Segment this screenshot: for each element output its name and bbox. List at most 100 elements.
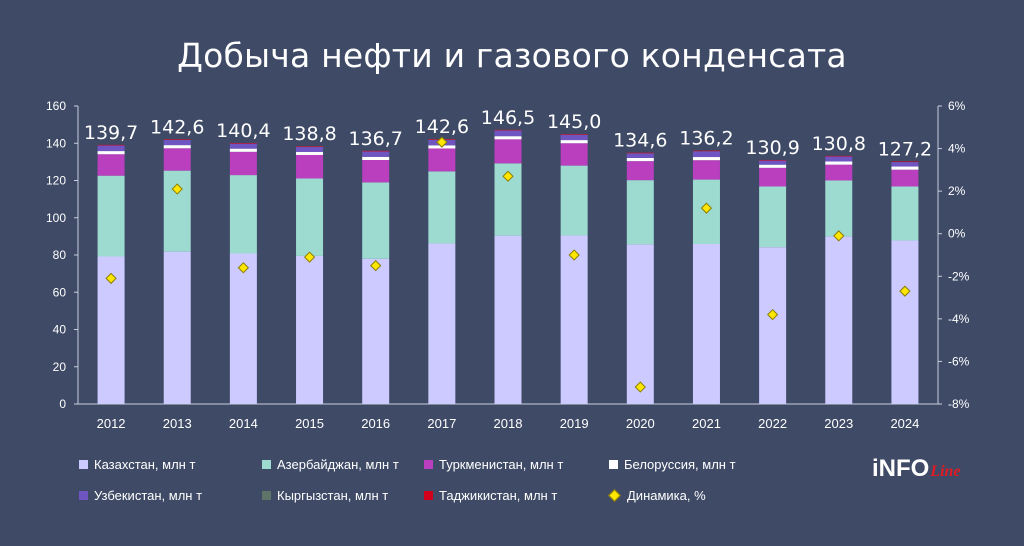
bar-segment: [759, 164, 787, 168]
bar-segment: [626, 244, 654, 404]
x-tick-label: 2019: [560, 416, 589, 431]
bar-segment: [825, 156, 853, 162]
dynamics-point: [436, 136, 448, 148]
bar-segment: [494, 129, 522, 131]
x-tick-label: 2024: [890, 416, 919, 431]
dynamics-point: [766, 308, 779, 321]
y2-tick-label: -6%: [948, 354, 970, 368]
x-tick-label: 2015: [295, 416, 324, 431]
bar-segment: [296, 146, 324, 147]
bar-segment: [229, 151, 257, 176]
bar-segment: [891, 161, 919, 167]
bar-segment: [759, 167, 787, 187]
dynamics-point: [303, 251, 316, 263]
x-tick-label: 2022: [758, 416, 787, 431]
bar-segment: [362, 150, 390, 152]
y2-tick-label: -2%: [948, 269, 970, 283]
dynamics-point: [833, 230, 845, 242]
x-tick-label: 2021: [692, 416, 721, 431]
bar-segment: [560, 235, 588, 404]
bar-segment: [825, 161, 853, 165]
dynamics-point: [899, 285, 911, 297]
bar-segment: [759, 247, 787, 404]
bar-segment: [362, 151, 390, 157]
x-tick-label: 2020: [626, 416, 655, 431]
bar-segment: [626, 161, 654, 181]
bar-segment: [891, 166, 919, 170]
y-tick-label: 160: [46, 99, 66, 113]
logo-text-info: iNFO: [872, 455, 930, 482]
data-label-total: 136,2: [679, 128, 733, 150]
bar-segment: [428, 171, 456, 244]
bar-segment: [626, 157, 654, 162]
data-label-total: 139,7: [84, 122, 138, 144]
bar-segment: [97, 145, 125, 152]
bar-segment: [163, 148, 191, 171]
dynamics-point: [370, 259, 382, 272]
y2-tick-label: 0%: [948, 227, 966, 241]
bar-segment: [891, 240, 919, 404]
bar-segment: [163, 139, 191, 146]
bar-segment: [229, 175, 257, 254]
bar-segment: [229, 143, 257, 149]
bar-segment: [626, 152, 654, 154]
y-tick-label: 120: [46, 174, 66, 188]
bar-segment: [891, 161, 919, 163]
dynamics-point: [502, 170, 514, 182]
y2-tick-label: 4%: [948, 142, 966, 156]
y-tick-label: 140: [46, 136, 66, 150]
bar-segment: [759, 160, 787, 165]
bar-segment: [825, 155, 853, 157]
y-tick-label: 0: [59, 397, 66, 411]
bar-segment: [229, 253, 257, 404]
bar-segment: [296, 178, 324, 256]
bar-segment: [891, 169, 919, 187]
bar-segment: [560, 143, 588, 166]
bar-segment: [891, 186, 919, 241]
y2-tick-label: 6%: [948, 99, 966, 113]
bar-segment: [494, 136, 522, 140]
y-tick-label: 60: [53, 285, 67, 299]
x-tick-label: 2012: [97, 416, 126, 431]
chart-title: Добыча нефти и газового конденсата: [177, 36, 847, 75]
bar-segment: [296, 154, 324, 179]
bar-segment: [163, 139, 191, 140]
bar-segment: [692, 157, 720, 161]
bar-segment: [825, 236, 853, 404]
bar-segment: [494, 130, 522, 137]
data-label-total: 138,8: [282, 123, 336, 145]
bar-segment: [296, 152, 324, 155]
bar-segment: [229, 143, 257, 144]
y-tick-label: 40: [53, 323, 67, 337]
bar-segment: [428, 243, 456, 404]
bar-segment: [626, 180, 654, 245]
x-tick-label: 2023: [824, 416, 853, 431]
bar-segment: [825, 180, 853, 237]
data-label-total: 140,4: [216, 120, 270, 142]
data-label-total: 127,2: [878, 138, 932, 160]
y2-tick-label: -8%: [948, 397, 970, 411]
data-label-total: 134,6: [613, 130, 667, 152]
y-tick-label: 80: [53, 248, 67, 262]
bar-segment: [626, 153, 654, 158]
bar-segment: [163, 145, 191, 149]
y-tick-label: 20: [53, 360, 67, 374]
bar-segment: [97, 154, 125, 176]
bar-segment: [428, 148, 456, 172]
x-tick-label: 2014: [229, 416, 258, 431]
bar-segment: [296, 255, 324, 404]
bar-segment: [362, 182, 390, 259]
data-label-total: 142,6: [150, 116, 204, 138]
x-tick-label: 2018: [494, 416, 523, 431]
bar-segment: [560, 165, 588, 236]
bar-segment: [494, 139, 522, 164]
bar-segment: [163, 170, 191, 252]
bar-segment: [692, 244, 720, 404]
bar-segment: [759, 186, 787, 248]
y-tick-label: 100: [46, 211, 66, 225]
bar-segment: [97, 175, 125, 257]
y2-tick-label: -4%: [948, 312, 970, 326]
data-label-total: 146,5: [481, 107, 535, 129]
bar-segment: [759, 159, 787, 161]
